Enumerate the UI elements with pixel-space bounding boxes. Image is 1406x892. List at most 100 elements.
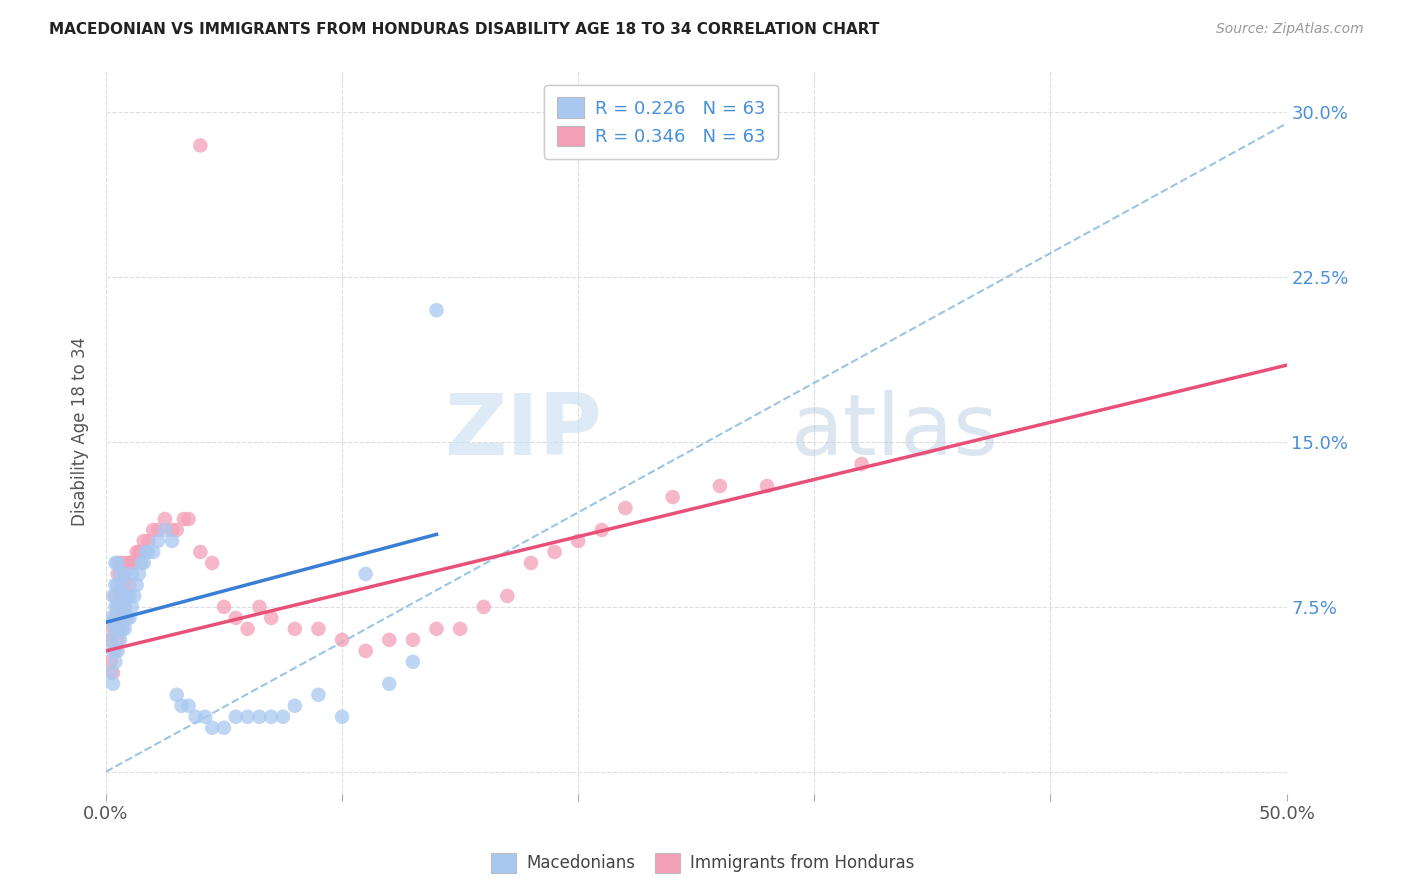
- Point: [114, 566, 136, 581]
- Point: [125, 545, 148, 559]
- Point: [108, 622, 131, 636]
- Point: [201, 721, 224, 735]
- Point: [247, 710, 270, 724]
- Point: [100, 655, 122, 669]
- Point: [122, 589, 145, 603]
- Point: [378, 632, 401, 647]
- Point: [166, 523, 188, 537]
- Point: [101, 665, 124, 680]
- Point: [354, 644, 377, 658]
- Point: [142, 523, 165, 537]
- Point: [104, 611, 127, 625]
- Point: [661, 490, 683, 504]
- Point: [543, 545, 565, 559]
- Point: [330, 710, 353, 724]
- Point: [247, 599, 270, 614]
- Point: [177, 698, 200, 713]
- Point: [104, 644, 127, 658]
- Point: [104, 556, 127, 570]
- Point: [107, 578, 129, 592]
- Point: [284, 698, 307, 713]
- Point: [121, 556, 143, 570]
- Point: [472, 599, 495, 614]
- Point: [101, 644, 124, 658]
- Point: [170, 698, 193, 713]
- Point: [142, 545, 165, 559]
- Point: [146, 533, 169, 548]
- Text: atlas: atlas: [790, 390, 998, 473]
- Point: [190, 138, 212, 153]
- Point: [115, 589, 138, 603]
- Point: [153, 523, 176, 537]
- Point: [107, 622, 129, 636]
- Point: [260, 611, 283, 625]
- Point: [425, 622, 447, 636]
- Point: [100, 611, 122, 625]
- Point: [101, 677, 124, 691]
- Point: [107, 599, 129, 614]
- Point: [709, 479, 731, 493]
- Point: [307, 622, 329, 636]
- Point: [115, 611, 138, 625]
- Point: [128, 566, 150, 581]
- Point: [284, 622, 307, 636]
- Point: [132, 533, 155, 548]
- Point: [111, 578, 134, 592]
- Point: [108, 611, 131, 625]
- Point: [591, 523, 613, 537]
- Point: [111, 599, 134, 614]
- Point: [114, 599, 136, 614]
- Point: [425, 303, 447, 318]
- Point: [225, 611, 247, 625]
- Point: [104, 599, 127, 614]
- Point: [307, 688, 329, 702]
- Point: [496, 589, 519, 603]
- Point: [190, 545, 212, 559]
- Point: [101, 615, 124, 630]
- Point: [138, 533, 160, 548]
- Point: [111, 556, 134, 570]
- Point: [851, 457, 873, 471]
- Point: [111, 578, 134, 592]
- Point: [111, 622, 134, 636]
- Point: [138, 545, 160, 559]
- Point: [108, 632, 131, 647]
- Point: [166, 688, 188, 702]
- Point: [114, 622, 136, 636]
- Point: [212, 599, 235, 614]
- Point: [153, 512, 176, 526]
- Point: [184, 710, 207, 724]
- Point: [104, 578, 127, 592]
- Point: [260, 710, 283, 724]
- Point: [104, 589, 127, 603]
- Point: [114, 566, 136, 581]
- Point: [225, 710, 247, 724]
- Point: [160, 533, 183, 548]
- Point: [122, 556, 145, 570]
- Point: [520, 556, 543, 570]
- Point: [173, 512, 195, 526]
- Point: [236, 710, 259, 724]
- Point: [271, 710, 294, 724]
- Point: [108, 589, 131, 603]
- Text: MACEDONIAN VS IMMIGRANTS FROM HONDURAS DISABILITY AGE 18 TO 34 CORRELATION CHART: MACEDONIAN VS IMMIGRANTS FROM HONDURAS D…: [49, 22, 880, 37]
- Point: [378, 677, 401, 691]
- Point: [104, 622, 127, 636]
- Point: [330, 632, 353, 647]
- Point: [212, 721, 235, 735]
- Point: [194, 710, 217, 724]
- Text: Source: ZipAtlas.com: Source: ZipAtlas.com: [1216, 22, 1364, 37]
- Point: [108, 566, 131, 581]
- Point: [201, 556, 224, 570]
- Point: [402, 655, 425, 669]
- Point: [107, 644, 129, 658]
- Point: [756, 479, 779, 493]
- Point: [125, 578, 148, 592]
- Point: [449, 622, 471, 636]
- Point: [567, 533, 589, 548]
- Y-axis label: Disability Age 18 to 34: Disability Age 18 to 34: [72, 336, 89, 525]
- Point: [614, 501, 637, 516]
- Point: [108, 556, 131, 570]
- Point: [111, 611, 134, 625]
- Point: [100, 632, 122, 647]
